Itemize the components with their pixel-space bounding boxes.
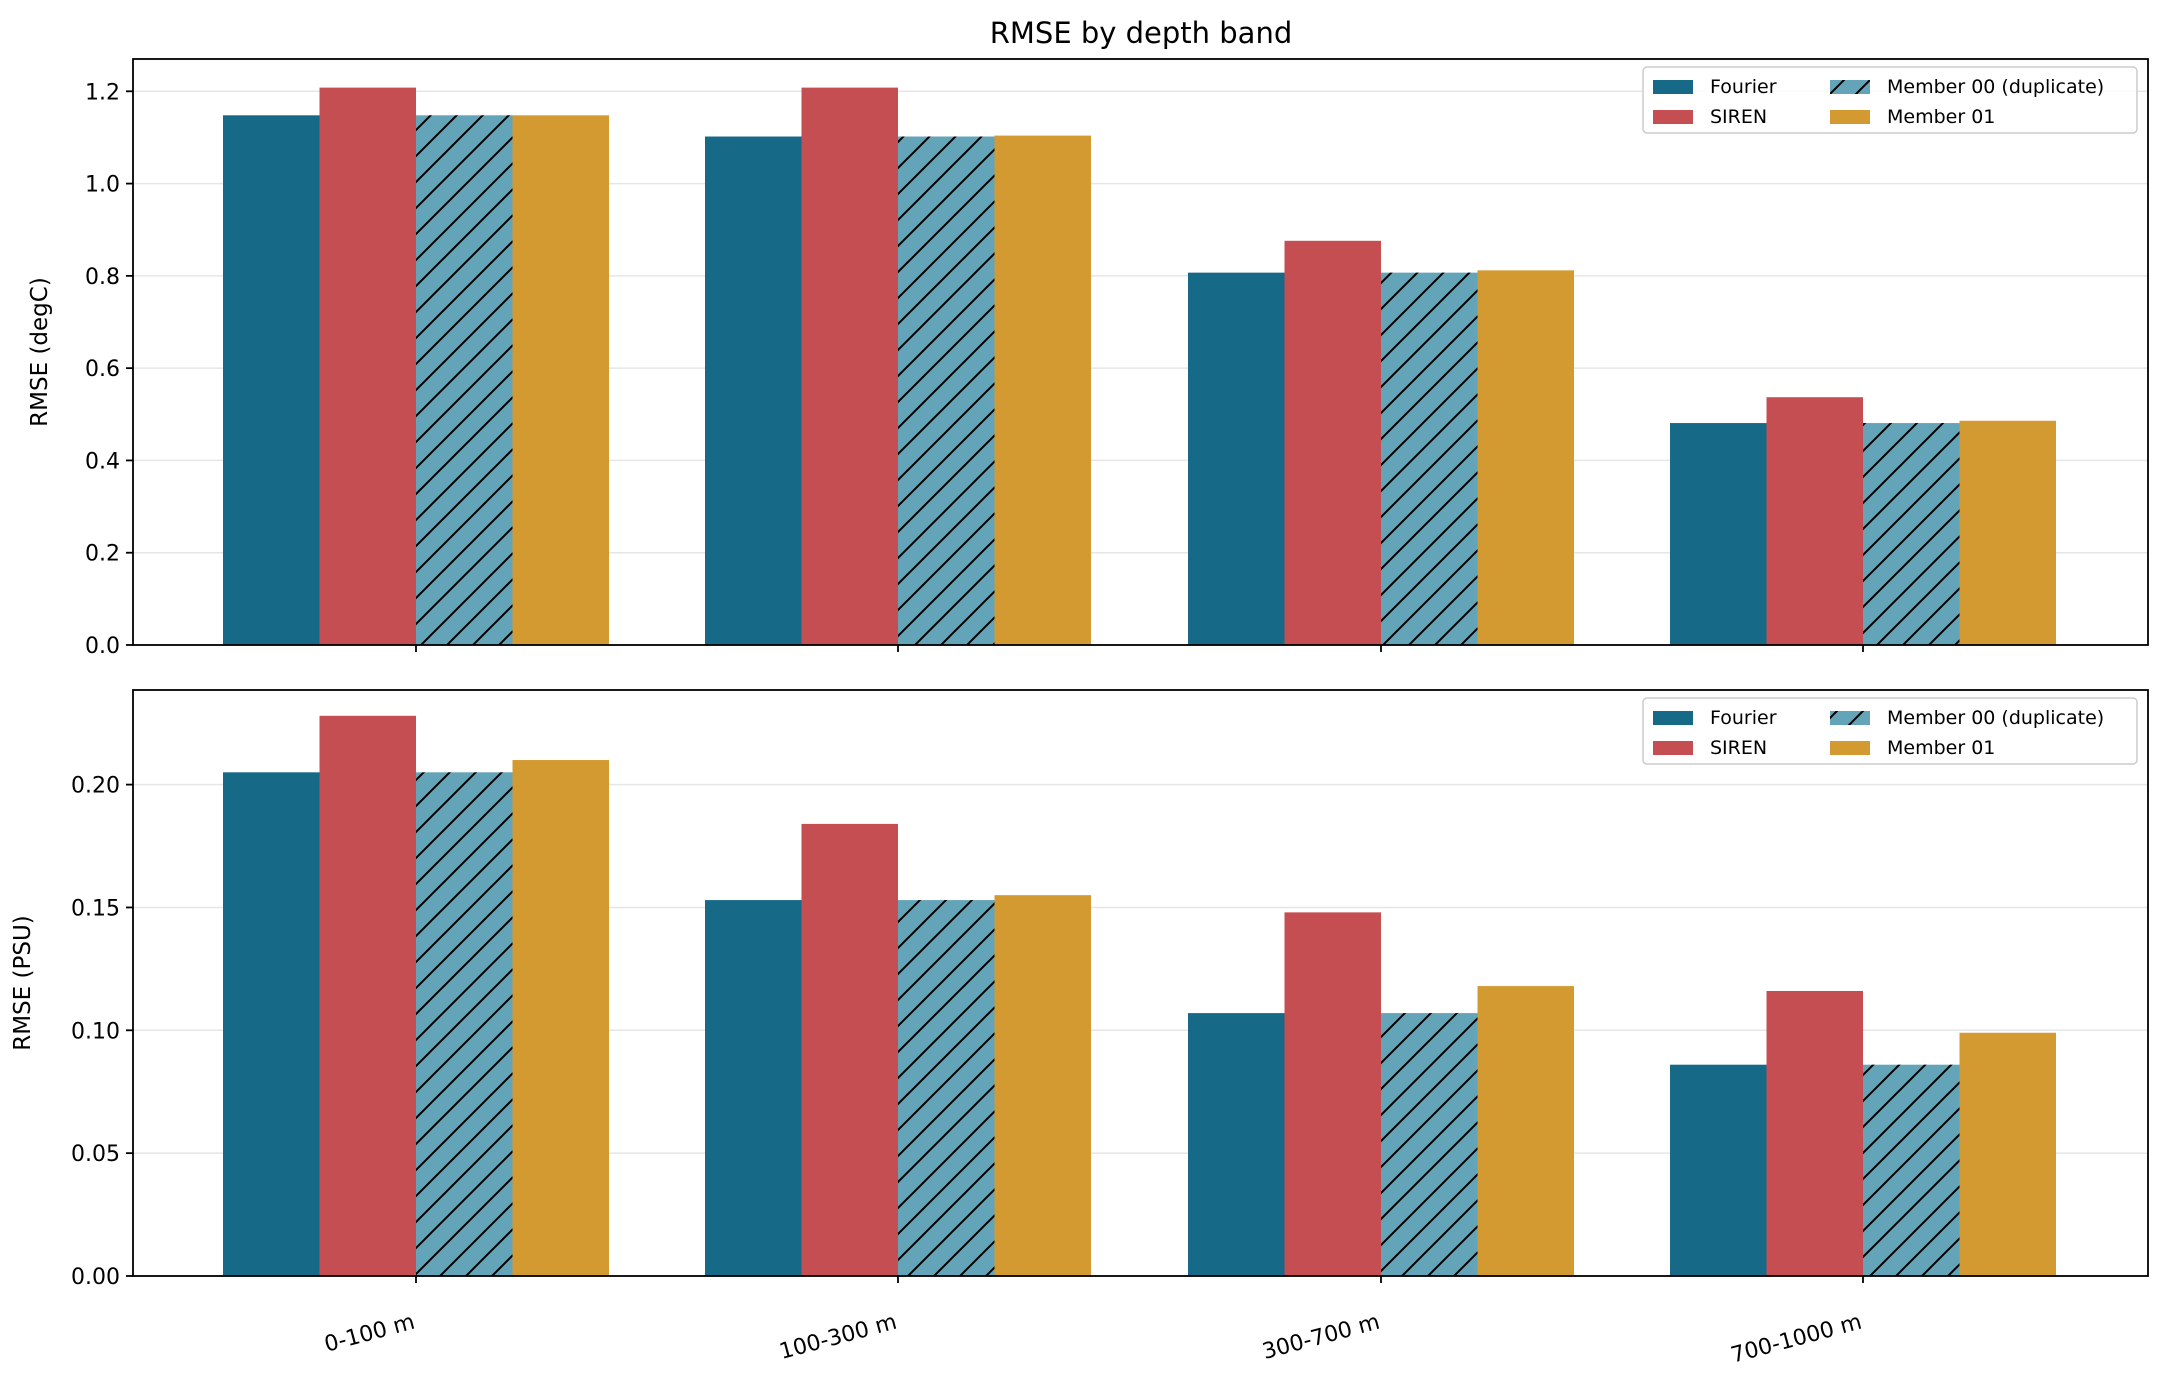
bar-member-01-100-300-m	[994, 895, 1091, 1276]
bar-member-01-300-700-m	[1477, 986, 1574, 1276]
y-axis-label: RMSE (PSU)	[10, 915, 36, 1051]
legend-swatch-member-01	[1830, 741, 1870, 755]
bar-member-01-700-1000-m	[1959, 420, 2056, 645]
bar-siren-100-300-m	[801, 823, 898, 1276]
axes-frame	[132, 58, 2149, 646]
bar-fourier-700-1000-m	[1670, 423, 1767, 645]
legend-label-member-01: Member 01	[1887, 737, 1995, 759]
bar-siren-0-100-m	[319, 87, 416, 646]
legend-label-member-00-duplicate: Member 00 (duplicate)	[1887, 707, 2104, 729]
axes-frame	[132, 689, 2149, 1277]
bar-siren-0-100-m	[319, 715, 416, 1276]
y-tick-label: 1.0	[85, 173, 120, 198]
figure-title: RMSE by depth band	[990, 16, 1293, 50]
legend: Fourier SIREN Member 00 (duplicate) Member …	[1642, 66, 2138, 134]
y-tick-label: 1.2	[85, 80, 120, 105]
legend-box	[1642, 697, 2138, 765]
bar-hatch-100-300-m	[898, 136, 995, 645]
legend-box	[1642, 66, 2138, 134]
bar-hatch-0-100-m	[416, 115, 513, 646]
bar-hatch-0-100-m	[416, 772, 513, 1276]
chart-panel-1: 0.0 0.2 0.4 0.6 0.8 1.0 1.2 RMSE (degC) Fourier S…	[27, 58, 2149, 659]
bar-siren-300-700-m	[1284, 912, 1381, 1276]
x-tick-label-0-100-m: 0-100 m	[322, 1310, 418, 1358]
y-tick-label: 0.10	[71, 1019, 120, 1044]
legend-swatch-siren	[1653, 110, 1693, 124]
bar-fourier-300-700-m	[1188, 272, 1285, 645]
bar-fourier-0-100-m	[223, 772, 320, 1276]
y-tick-label: 0.2	[85, 542, 120, 567]
y-tick-label: 0.6	[85, 357, 120, 382]
legend-label-fourier: Fourier	[1710, 76, 1777, 98]
legend-swatch-fourier	[1653, 711, 1693, 725]
x-tick-label-700-1000-m: 700-1000 m	[1728, 1310, 1864, 1369]
bar-hatch-700-1000-m	[1863, 423, 1960, 645]
y-tick-label: 0.20	[71, 774, 120, 799]
legend-swatch-siren	[1653, 741, 1693, 755]
bar-siren-700-1000-m	[1766, 990, 1863, 1276]
bar-member-01-0-100-m	[512, 115, 609, 646]
y-tick-label: 0.05	[71, 1142, 120, 1167]
bar-hatch-700-1000-m	[1863, 1064, 1960, 1276]
x-tick-label-300-700-m: 300-700 m	[1260, 1310, 1383, 1365]
chart-panel-2: 0.00 0.05 0.10 0.15 0.20 0-100 m 100-300 m 300-…	[10, 689, 2149, 1369]
bar-hatch-100-300-m	[898, 900, 995, 1276]
legend: Fourier SIREN Member 00 (duplicate) Member …	[1642, 697, 2138, 765]
y-tick-label: 0.8	[85, 265, 120, 290]
bar-siren-300-700-m	[1284, 240, 1381, 645]
bar-hatch-300-700-m	[1381, 1013, 1478, 1276]
bar-hatch-300-700-m	[1381, 272, 1478, 645]
bar-member-01-700-1000-m	[1959, 1032, 2056, 1276]
bar-fourier-700-1000-m	[1670, 1064, 1767, 1276]
bar-fourier-300-700-m	[1188, 1013, 1285, 1276]
y-tick-label: 0.0	[85, 634, 120, 659]
legend-label-member-00-duplicate: Member 00 (duplicate)	[1887, 76, 2104, 98]
legend-swatch-hatch	[1830, 80, 1870, 94]
legend-swatch-hatch	[1830, 711, 1870, 725]
x-tick-label-100-300-m: 100-300 m	[777, 1310, 900, 1365]
y-tick-label: 0.15	[71, 896, 120, 921]
bar-fourier-100-300-m	[705, 900, 802, 1276]
legend-label-siren: SIREN	[1710, 106, 1767, 128]
y-axis-label: RMSE (degC)	[27, 277, 53, 427]
bar-member-01-0-100-m	[512, 760, 609, 1276]
legend-label-fourier: Fourier	[1710, 707, 1777, 729]
legend-swatch-member-01	[1830, 110, 1870, 124]
legend-label-siren: SIREN	[1710, 737, 1767, 759]
bar-siren-100-300-m	[801, 87, 898, 646]
legend-label-member-01: Member 01	[1887, 106, 1995, 128]
bar-fourier-0-100-m	[223, 115, 320, 646]
bar-fourier-100-300-m	[705, 136, 802, 645]
bar-member-01-300-700-m	[1477, 270, 1574, 645]
y-tick-label: 0.00	[71, 1265, 120, 1290]
y-tick-label: 0.4	[85, 449, 120, 474]
bar-member-01-100-300-m	[994, 135, 1091, 645]
legend-swatch-fourier	[1653, 80, 1693, 94]
bar-siren-700-1000-m	[1766, 397, 1863, 645]
